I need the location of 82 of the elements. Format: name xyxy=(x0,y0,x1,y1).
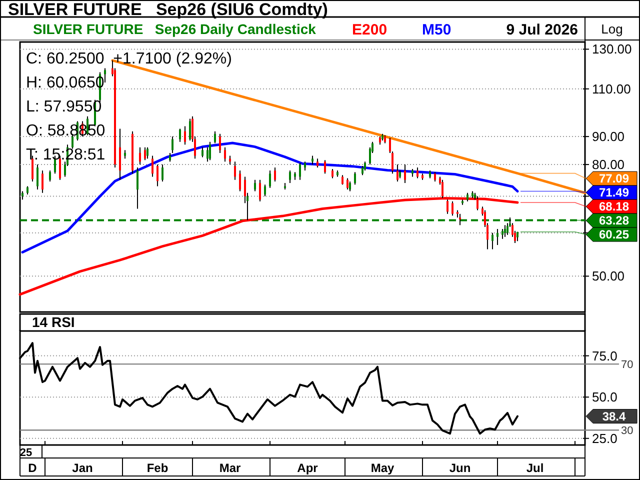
candlestick xyxy=(32,155,34,182)
text: 38.4 xyxy=(602,409,626,424)
candlestick xyxy=(189,118,191,142)
y-tick-label: 110.00 xyxy=(592,81,631,96)
candlestick xyxy=(502,228,504,240)
y-tick-label: 130.00 xyxy=(592,42,632,57)
x-tick-label: Jan xyxy=(72,461,93,476)
candlestick xyxy=(299,162,301,180)
line-series xyxy=(19,342,518,435)
candlestick xyxy=(42,170,44,194)
text: 9 Jul 2026 xyxy=(506,21,578,38)
candlestick xyxy=(104,68,106,83)
candlestick xyxy=(36,164,38,190)
y-tick-label: 50.0 xyxy=(592,390,618,405)
x-tick-label: Feb xyxy=(146,461,168,476)
x-tick-label: D xyxy=(28,461,38,476)
chart-title: 14 RSI xyxy=(32,314,75,330)
candlestick xyxy=(269,170,271,188)
text: M50 xyxy=(422,21,452,38)
candlestick xyxy=(202,146,204,158)
candlestick xyxy=(179,128,181,142)
candlestick xyxy=(184,126,186,146)
candlestick xyxy=(234,161,236,180)
ref-line-label: 30 xyxy=(621,424,634,437)
text: E200 xyxy=(352,21,388,38)
candlestick xyxy=(214,130,216,144)
candlestick xyxy=(434,172,436,182)
candlestick xyxy=(396,164,398,182)
candlestick xyxy=(254,179,256,192)
candlestick xyxy=(224,146,226,162)
x-tick-label: May xyxy=(370,461,394,476)
data-label: 68.18 xyxy=(598,200,630,214)
candlestick xyxy=(342,174,344,186)
ref-line-label: 63.28 xyxy=(598,214,630,228)
data-label: 71.49 xyxy=(598,186,630,200)
candlestick xyxy=(492,232,494,250)
ref-line-label: 70 xyxy=(621,358,634,371)
candlestick xyxy=(416,167,418,179)
candlestick xyxy=(172,136,174,154)
annotation: C: 60.2500 +1.7100 (2.92%) xyxy=(26,50,232,68)
data-label: 77.09 xyxy=(598,172,630,186)
y-tick-label: 25.0 xyxy=(592,430,618,446)
chart-title: SILVER FUTURE Sep26 (SIU6 Comdty) xyxy=(8,0,328,19)
candlestick xyxy=(504,224,506,238)
candlestick xyxy=(162,164,164,182)
text: Log xyxy=(601,22,623,37)
text: 25 xyxy=(20,446,32,459)
candlestick xyxy=(139,146,141,166)
candlestick xyxy=(459,213,461,226)
y-tick-label: 90.00 xyxy=(592,129,625,144)
candlestick xyxy=(49,170,51,182)
candlestick xyxy=(404,164,406,184)
x-tick-label: Jul xyxy=(526,461,544,476)
candlestick xyxy=(289,170,291,184)
candlestick xyxy=(152,155,154,178)
candlestick xyxy=(156,164,158,187)
candlestick xyxy=(209,141,211,161)
candlestick xyxy=(452,200,454,216)
annotation: 60.25 xyxy=(598,228,630,242)
x-tick-label: Apr xyxy=(297,461,318,476)
candlestick xyxy=(354,172,356,186)
candlestick xyxy=(239,170,241,192)
candlestick xyxy=(144,146,146,161)
x-tick-label: Mar xyxy=(219,461,241,476)
candlestick xyxy=(496,228,498,246)
candlestick xyxy=(346,178,348,190)
y-tick-label: 75.0 xyxy=(592,348,618,364)
candlestick xyxy=(259,179,261,202)
candlestick xyxy=(219,133,221,154)
chart-subtitle: SILVER FUTURE Sep26 Daily Candlestick xyxy=(33,20,316,37)
candlestick xyxy=(119,128,121,180)
candlestick xyxy=(324,160,326,174)
candlestick xyxy=(146,146,148,160)
candlestick xyxy=(362,166,364,176)
candlestick xyxy=(274,167,276,182)
y-tick-label: 50.00 xyxy=(592,268,625,284)
candlestick xyxy=(332,168,334,179)
candlestick xyxy=(349,180,351,192)
candlestick xyxy=(136,167,138,210)
y-tick-label: 80.00 xyxy=(592,157,625,172)
x-tick-label: Jun xyxy=(449,461,471,476)
candlestick xyxy=(264,184,266,197)
